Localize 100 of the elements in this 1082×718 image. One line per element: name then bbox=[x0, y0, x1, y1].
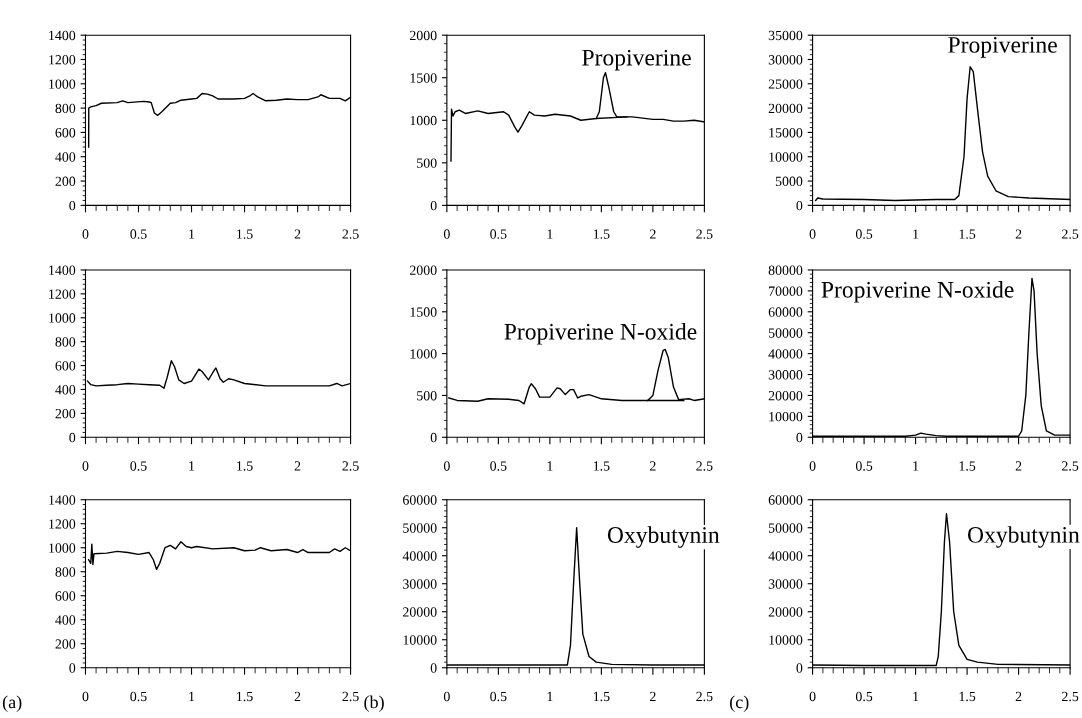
annotation: Propiverine bbox=[582, 49, 691, 71]
y-tick-label: 5000 bbox=[775, 176, 803, 186]
x-tick-label: 0.5 bbox=[855, 229, 873, 239]
x-tick-label: 1.5 bbox=[237, 229, 253, 239]
x-tick-label: 1.5 bbox=[237, 461, 253, 471]
x-tick-label: 1.5 bbox=[959, 691, 976, 702]
y-tick-label: 0 bbox=[69, 432, 76, 443]
x-tick-label: 0 bbox=[443, 229, 450, 239]
x-tick-label: 1.5 bbox=[959, 229, 976, 239]
x-tick-label: 1 bbox=[189, 461, 195, 471]
y-tick-label: 10000 bbox=[403, 635, 437, 645]
y-tick-label: 600 bbox=[55, 128, 76, 138]
y-tick-label: 10000 bbox=[769, 152, 803, 162]
x-tick-label: 2 bbox=[294, 229, 301, 239]
x-tick-label: 0.5 bbox=[855, 691, 873, 702]
y-tick-label: 2000 bbox=[409, 30, 437, 41]
x-tick-label: 1 bbox=[547, 229, 553, 239]
y-tick-label: 40000 bbox=[402, 551, 437, 561]
x-tick-label: 0 bbox=[82, 229, 89, 239]
y-tick-label: 20000 bbox=[768, 607, 803, 617]
y-tick-label: 1500 bbox=[410, 73, 437, 83]
annotation: Oxybutynin bbox=[607, 526, 720, 548]
text: (c) bbox=[730, 695, 749, 712]
y-tick-label: 1000 bbox=[410, 349, 437, 359]
x-tick-label: 0 bbox=[809, 461, 816, 471]
x-tick-label: 2 bbox=[294, 461, 301, 471]
y-tick-label: 800 bbox=[55, 567, 76, 577]
x-tick-label: 0.5 bbox=[130, 461, 147, 471]
y-tick-label: 400 bbox=[55, 385, 76, 395]
annotation: Propiverine N-oxide bbox=[504, 323, 697, 345]
x-tick-label: 2 bbox=[650, 691, 656, 701]
annotation: Oxybutynin bbox=[967, 526, 1080, 548]
x-tick-label: 0 bbox=[82, 461, 89, 471]
y-tick-label: 60000 bbox=[768, 495, 803, 505]
y-tick-label: 1000 bbox=[49, 79, 76, 89]
y-tick-label: 50000 bbox=[768, 328, 803, 338]
x-tick-label: 0 bbox=[443, 461, 450, 471]
y-tick-label: 800 bbox=[55, 103, 76, 114]
y-tick-label: 800 bbox=[55, 337, 76, 347]
y-tick-label: 30000 bbox=[768, 370, 803, 380]
y-tick-label: 200 bbox=[55, 639, 76, 649]
x-tick-label: 1 bbox=[547, 691, 553, 701]
y-tick-label: 1000 bbox=[49, 543, 76, 553]
x-tick-label: 2 bbox=[1015, 691, 1022, 701]
y-tick-label: 10000 bbox=[769, 411, 803, 422]
y-tick-label: 20000 bbox=[768, 391, 803, 401]
y-tick-label: 200 bbox=[55, 176, 76, 186]
x-tick-label: 2.5 bbox=[696, 461, 713, 471]
x-tick-label: 2 bbox=[650, 229, 656, 239]
y-tick-label: 70000 bbox=[769, 286, 803, 296]
y-tick-label: 10000 bbox=[769, 635, 803, 645]
y-tick-label: 2000 bbox=[409, 265, 437, 275]
y-tick-label: 50000 bbox=[768, 523, 803, 533]
y-tick-label: 1200 bbox=[49, 55, 76, 65]
x-tick-label: 2.5 bbox=[342, 461, 359, 471]
y-tick-label: 50000 bbox=[403, 523, 437, 533]
y-tick-label: 80000 bbox=[768, 265, 803, 275]
y-tick-label: 60000 bbox=[768, 307, 803, 317]
y-tick-label: 500 bbox=[417, 391, 437, 401]
x-tick-label: 0.5 bbox=[490, 229, 507, 239]
y-tick-label: 0 bbox=[796, 432, 803, 443]
y-tick-label: 200 bbox=[55, 408, 76, 419]
x-tick-label: 2 bbox=[294, 691, 301, 701]
y-tick-label: 600 bbox=[55, 361, 76, 371]
x-tick-label: 0.5 bbox=[130, 229, 147, 239]
x-tick-label: 1.5 bbox=[593, 461, 610, 471]
x-tick-label: 1 bbox=[189, 229, 195, 239]
y-tick-label: 30000 bbox=[403, 579, 437, 589]
x-tick-label: 1 bbox=[913, 229, 919, 239]
x-tick-label: 0.5 bbox=[490, 461, 507, 471]
annotation: Propiverine N-oxide bbox=[821, 281, 1014, 303]
y-tick-label: 20000 bbox=[768, 103, 803, 114]
x-tick-label: 2.5 bbox=[696, 229, 713, 239]
x-tick-label: 2.5 bbox=[1062, 691, 1079, 702]
y-tick-label: 0 bbox=[796, 663, 803, 673]
y-tick-label: 1500 bbox=[410, 307, 437, 317]
y-tick-label: 20000 bbox=[403, 607, 437, 617]
y-tick-label: 30000 bbox=[768, 55, 803, 65]
x-tick-label: 2.5 bbox=[1062, 461, 1079, 471]
x-tick-label: 0 bbox=[809, 229, 816, 239]
y-tick-label: 40000 bbox=[768, 349, 803, 359]
x-tick-label: 2.5 bbox=[342, 229, 359, 239]
y-tick-label: 0 bbox=[69, 200, 76, 211]
x-tick-label: 1 bbox=[547, 461, 553, 471]
y-tick-label: 1200 bbox=[49, 289, 76, 299]
y-tick-label: 1400 bbox=[49, 30, 76, 41]
y-tick-label: 0 bbox=[69, 663, 76, 673]
y-tick-label: 600 bbox=[55, 591, 76, 601]
annotation: Propiverine bbox=[948, 36, 1057, 58]
y-tick-label: 0 bbox=[430, 432, 437, 443]
y-tick-label: 400 bbox=[55, 615, 76, 625]
x-tick-label: 1 bbox=[913, 691, 919, 701]
x-tick-label: 1.5 bbox=[593, 691, 610, 702]
x-tick-label: 0 bbox=[443, 691, 450, 702]
y-tick-label: 1000 bbox=[49, 313, 76, 323]
y-tick-label: 1400 bbox=[49, 265, 76, 275]
x-tick-label: 1 bbox=[913, 461, 919, 471]
x-tick-label: 0 bbox=[809, 691, 816, 702]
x-tick-label: 1.5 bbox=[237, 691, 253, 702]
y-tick-label: 500 bbox=[417, 158, 437, 168]
